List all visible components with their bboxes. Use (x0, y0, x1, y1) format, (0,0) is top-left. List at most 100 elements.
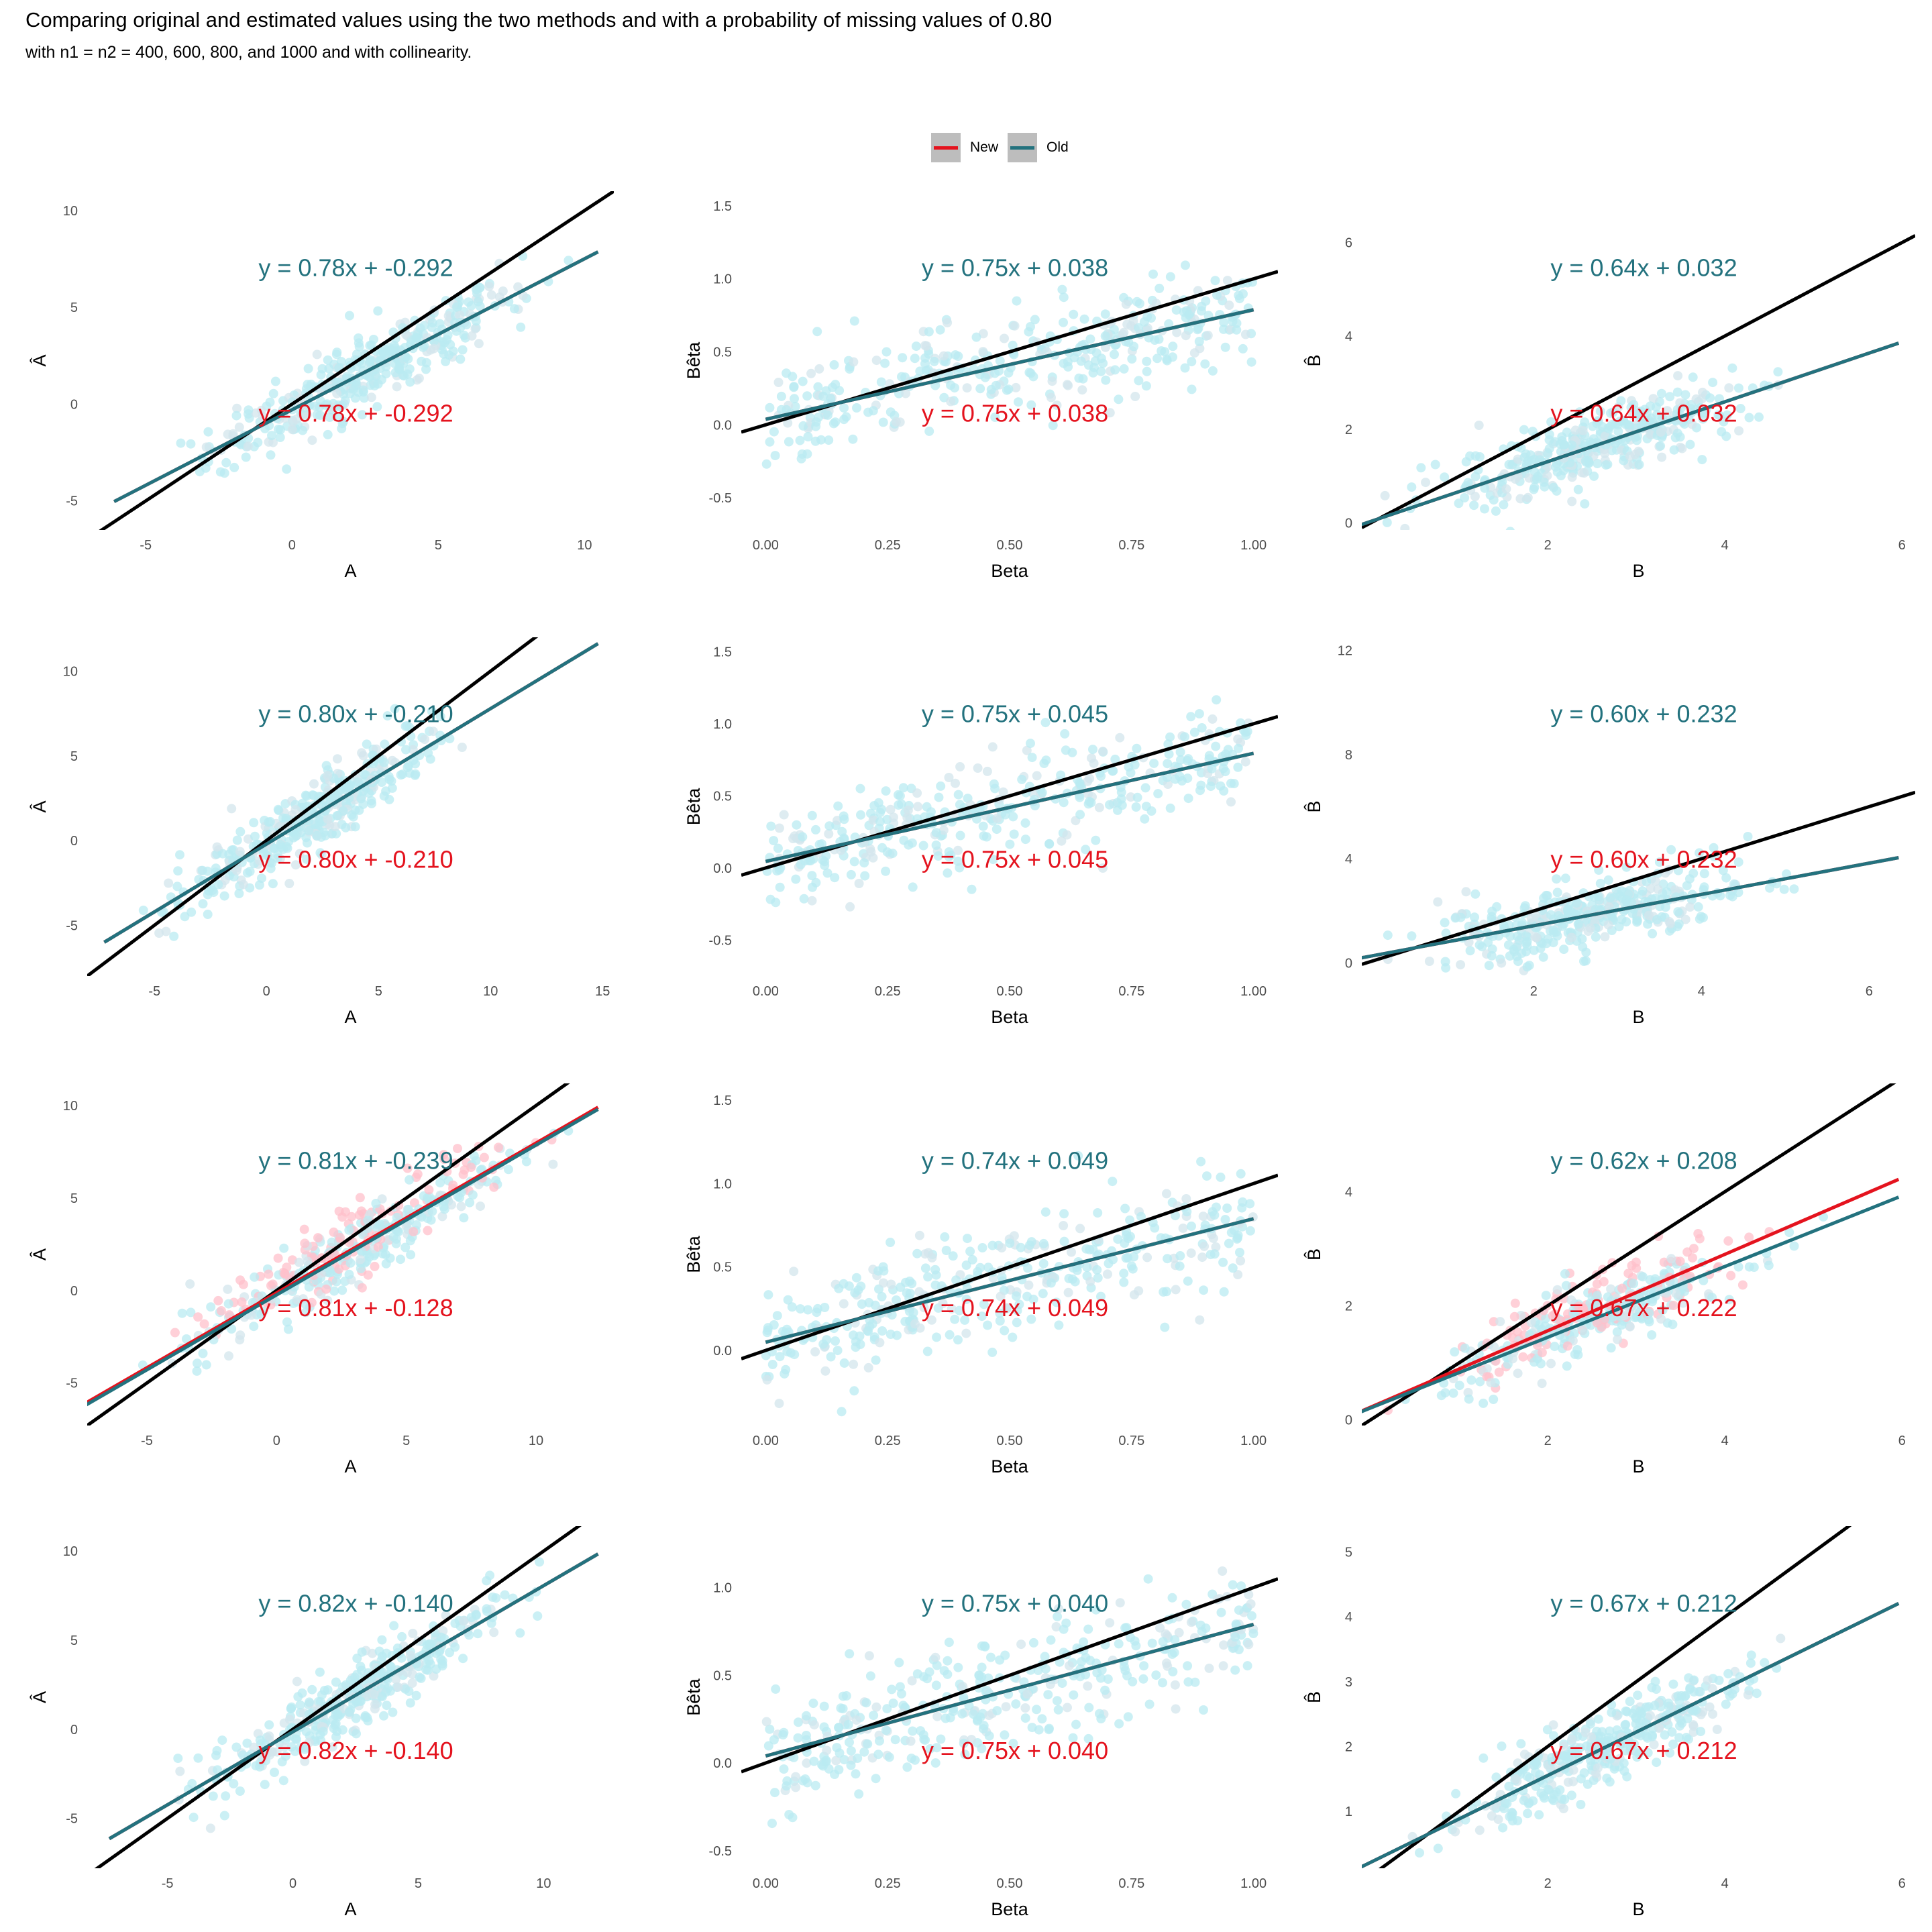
identity-line (1378, 1526, 1852, 1868)
data-point (1556, 471, 1566, 480)
data-point (1157, 346, 1167, 356)
data-point (992, 813, 1002, 823)
data-point (500, 1590, 510, 1600)
data-point (820, 1366, 830, 1376)
data-point (851, 1273, 861, 1283)
data-point (1542, 891, 1552, 901)
data-point (844, 1281, 854, 1291)
data-point (1162, 356, 1172, 366)
data-point (484, 282, 494, 291)
data-point (1454, 498, 1464, 508)
data-point (770, 451, 780, 461)
data-point (1101, 375, 1111, 385)
data-point (902, 1762, 912, 1772)
data-point (1441, 928, 1451, 938)
data-point (1558, 1804, 1568, 1813)
data-point (788, 834, 798, 843)
new-fit-equation: y = 0.82x + -0.140 (258, 1737, 453, 1764)
x-tick-label: 10 (577, 538, 592, 553)
data-point (1044, 839, 1055, 849)
data-point (1665, 1748, 1675, 1758)
data-point (855, 784, 865, 794)
data-point (821, 851, 831, 861)
data-point (258, 411, 268, 421)
y-tick-label: -0.5 (709, 491, 732, 506)
data-point (769, 836, 779, 846)
data-point (829, 360, 839, 370)
data-point (846, 1760, 856, 1770)
data-point (898, 783, 908, 793)
x-axis-title: Beta (991, 1456, 1029, 1477)
data-point (1699, 869, 1709, 879)
data-point (1675, 432, 1685, 442)
data-point (379, 348, 388, 358)
data-point (1056, 770, 1066, 780)
data-point (402, 1163, 413, 1173)
data-point (312, 830, 322, 841)
data-point (1691, 394, 1701, 404)
old-fit-line (765, 1623, 1254, 1758)
data-point (1520, 901, 1530, 911)
data-point (291, 831, 301, 841)
data-point (1063, 1703, 1072, 1713)
data-point (1666, 845, 1676, 855)
data-point (796, 1304, 806, 1314)
data-point (1172, 327, 1182, 337)
data-point (381, 1687, 391, 1697)
data-point (855, 1340, 865, 1349)
data-point (1656, 441, 1666, 451)
data-point (1652, 409, 1662, 419)
data-point (977, 1243, 987, 1252)
data-point (1230, 1632, 1240, 1642)
data-point (978, 821, 988, 831)
data-point (443, 330, 453, 340)
data-point (1580, 417, 1590, 427)
data-point (910, 1319, 920, 1329)
data-point (1171, 305, 1181, 315)
data-point (1200, 359, 1210, 369)
data-point (1707, 1293, 1717, 1303)
data-point (1634, 460, 1644, 470)
data-point (229, 1779, 239, 1788)
data-point (1086, 798, 1096, 808)
data-point (851, 1769, 861, 1779)
data-point (1096, 1673, 1106, 1683)
data-point (1067, 1274, 1077, 1284)
data-point (439, 1155, 449, 1165)
data-point (1416, 463, 1426, 473)
data-point (1199, 1241, 1210, 1251)
data-point (1210, 1210, 1220, 1220)
x-tick-label: 0.50 (997, 984, 1023, 999)
data-point (1171, 774, 1181, 784)
data-point (1470, 912, 1479, 922)
data-point (912, 1248, 922, 1258)
data-point (1120, 1623, 1130, 1633)
x-axis-title: B (1632, 1899, 1644, 1919)
data-point (1175, 1251, 1185, 1260)
data-point (1491, 506, 1501, 516)
data-point (1236, 1169, 1246, 1179)
data-point (1218, 1661, 1228, 1671)
data-point (849, 357, 859, 367)
data-point (859, 858, 869, 868)
data-point (761, 1717, 771, 1727)
y-tick-label: 5 (1345, 1546, 1352, 1560)
old-fit-line (103, 642, 599, 944)
data-point (205, 1823, 215, 1833)
data-point (1141, 381, 1151, 391)
data-point (944, 1638, 954, 1648)
data-point (878, 417, 888, 427)
data-point (1038, 1258, 1049, 1269)
data-point (186, 439, 196, 449)
data-point (1088, 745, 1097, 755)
data-point (447, 1200, 456, 1210)
y-tick-label: 1.0 (713, 717, 732, 732)
old-fit-equation: y = 0.81x + -0.239 (258, 1147, 453, 1175)
data-point (918, 1730, 928, 1740)
data-point (914, 1230, 924, 1240)
y-tick-label: 1.5 (713, 199, 732, 214)
data-point (1733, 888, 1743, 898)
data-point (169, 931, 179, 941)
